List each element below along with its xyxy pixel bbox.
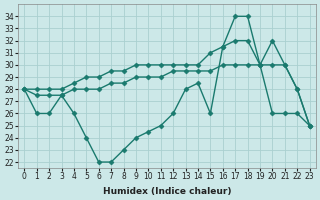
- X-axis label: Humidex (Indice chaleur): Humidex (Indice chaleur): [103, 187, 231, 196]
